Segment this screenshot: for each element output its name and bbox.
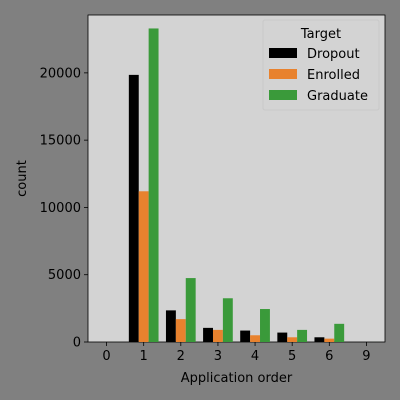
bar-enrolled-2	[175, 319, 186, 342]
legend-label-graduate: Graduate	[307, 89, 368, 104]
x-tick-label: 2	[177, 349, 185, 364]
bar-enrolled-5	[287, 337, 298, 342]
bar-enrolled-6	[324, 338, 335, 342]
bar-dropout-6	[314, 337, 325, 342]
bar-graduate-2	[185, 278, 196, 342]
x-tick-label: 6	[325, 349, 333, 364]
x-tick-label: 9	[362, 349, 370, 364]
legend-label-enrolled: Enrolled	[307, 68, 360, 83]
bar-dropout-4	[240, 330, 251, 342]
x-tick-label: 0	[102, 349, 110, 364]
y-tick-label: 0	[73, 336, 81, 351]
legend-box	[262, 19, 380, 111]
x-tick-label: 4	[251, 349, 259, 364]
y-axis-label: count	[15, 160, 30, 197]
x-axis: 0 1 2 3 4 5 6 9	[102, 342, 371, 364]
legend-title: Target	[300, 27, 341, 42]
bar-graduate-3	[222, 298, 233, 342]
legend-swatch-graduate	[269, 90, 297, 100]
legend-label-dropout: Dropout	[307, 47, 360, 62]
x-tick-label: 1	[140, 349, 148, 364]
bar-graduate-6	[334, 323, 345, 342]
x-axis-label: Application order	[181, 371, 293, 386]
bar-graduate-1	[148, 28, 159, 343]
x-tick-label: 3	[214, 349, 222, 364]
y-tick-label: 15000	[40, 134, 81, 149]
bars-group	[91, 28, 382, 343]
bar-enrolled-4	[250, 335, 261, 342]
bar-graduate-5	[297, 329, 308, 342]
bar-dropout-3	[203, 327, 213, 342]
y-axis: 0 5000 10000 15000 20000	[40, 66, 88, 351]
bar-dropout-2	[165, 310, 176, 342]
x-tick-label: 5	[288, 349, 296, 364]
y-tick-label: 10000	[40, 201, 81, 216]
bar-dropout-1	[128, 74, 139, 342]
bar-graduate-4	[260, 309, 270, 342]
bar-dropout-5	[277, 332, 288, 342]
y-tick-label: 5000	[48, 268, 81, 283]
bar-enrolled-3	[212, 329, 223, 342]
legend-swatch-enrolled	[269, 69, 297, 79]
legend[interactable]: Target Dropout Enrolled Graduate	[262, 19, 380, 111]
y-tick-label: 20000	[40, 66, 81, 81]
bar-enrolled-1	[138, 191, 149, 342]
legend-swatch-dropout	[269, 48, 297, 58]
